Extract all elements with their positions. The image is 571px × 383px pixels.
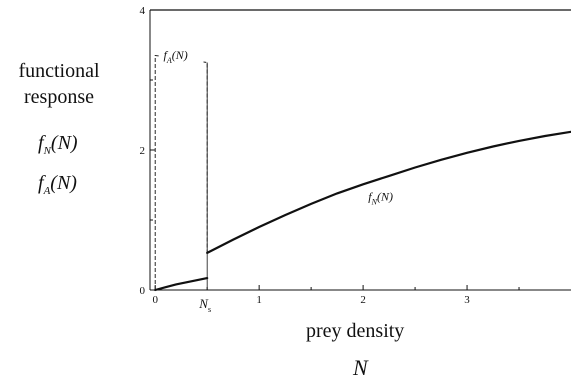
y-tick-label-4: 4	[140, 5, 146, 17]
series-fa-line	[154, 54, 208, 290]
y-axis-series-fn-label: fN(N)	[38, 132, 78, 157]
x-tick-label-1: 1	[256, 294, 262, 306]
x-tick-label-3: 3	[464, 294, 470, 306]
threshold-ns-label: Ns	[198, 296, 211, 314]
series-fn-segment-1	[206, 130, 571, 254]
y-axis-label: functional response	[0, 58, 118, 110]
x-axis-variable: N	[353, 355, 368, 380]
fa-sub: A	[43, 185, 51, 197]
annotation-fa: fA(N)	[164, 48, 188, 65]
fn-arg: (N)	[50, 132, 78, 154]
chart-labels: Ns fA(N) fN(N)	[159, 48, 409, 314]
y-axis-series-fa-label: fA(N)	[38, 172, 77, 197]
y-axis-label-line2: response	[24, 86, 94, 108]
chart-axes	[149, 9, 571, 291]
fn-base: f	[38, 132, 44, 154]
annotation-fn: fN(N)	[368, 189, 393, 206]
fa-base: f	[38, 172, 44, 194]
series-fn-segment-0	[154, 277, 209, 292]
fn-sub: N	[43, 145, 51, 157]
annotation-bg-0	[159, 48, 204, 63]
chart-ticks: 0 2 4 0 1 2 3	[140, 5, 520, 306]
fa-arg: (N)	[50, 172, 77, 194]
x-tick-label-2: 2	[360, 294, 366, 306]
chart-series	[154, 54, 571, 292]
y-tick-label-0: 0	[140, 285, 146, 297]
x-axis-label: prey density	[306, 320, 405, 342]
y-axis-label-line1: functional	[18, 60, 100, 82]
x-tick-label-0: 0	[152, 294, 158, 306]
annotation-bg-1	[364, 189, 409, 205]
y-tick-label-2: 2	[140, 145, 146, 157]
